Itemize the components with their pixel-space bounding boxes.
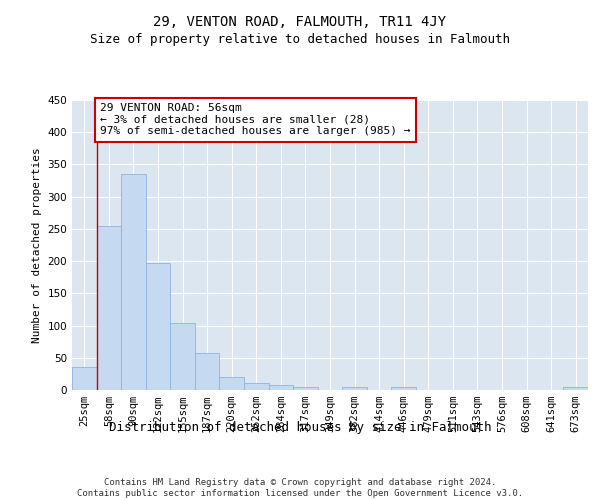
Bar (220, 377, 244, 390)
Text: Distribution of detached houses by size in Falmouth: Distribution of detached houses by size … (109, 421, 491, 434)
Text: 29, VENTON ROAD, FALMOUTH, TR11 4JY: 29, VENTON ROAD, FALMOUTH, TR11 4JY (154, 15, 446, 29)
Bar (170, 323, 195, 390)
Text: Size of property relative to detached houses in Falmouth: Size of property relative to detached ho… (90, 32, 510, 46)
Text: 29 VENTON ROAD: 56sqm
← 3% of detached houses are smaller (28)
97% of semi-detac: 29 VENTON ROAD: 56sqm ← 3% of detached h… (100, 103, 411, 136)
Y-axis label: Number of detached properties: Number of detached properties (32, 147, 42, 343)
Text: Contains HM Land Registry data © Crown copyright and database right 2024.
Contai: Contains HM Land Registry data © Crown c… (77, 478, 523, 498)
Bar (195, 354, 220, 390)
Bar (563, 388, 588, 390)
Bar (269, 386, 293, 390)
Bar (121, 174, 146, 390)
Bar (146, 263, 170, 390)
Bar (244, 383, 269, 390)
Bar (342, 388, 367, 390)
Bar (72, 368, 97, 390)
Bar (391, 388, 416, 390)
Bar (97, 226, 121, 390)
Bar (293, 387, 318, 390)
